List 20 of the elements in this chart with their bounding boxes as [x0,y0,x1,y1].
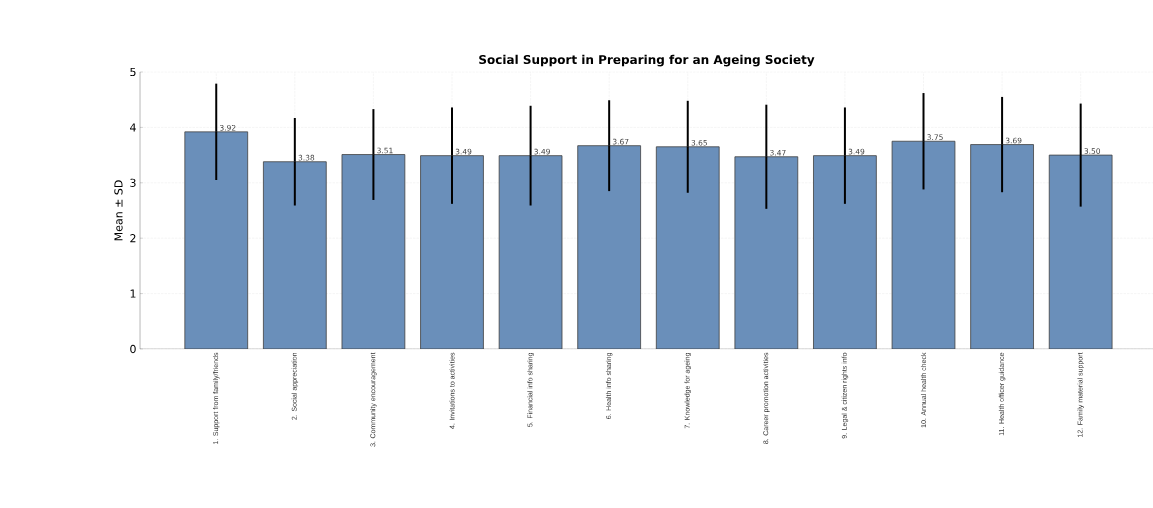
bar [655,146,720,349]
y-tick-label: 3 [130,178,136,187]
bar [1048,154,1113,349]
y-tick-label: 5 [130,67,136,77]
bar [420,155,484,349]
chart-title: Social Support in Preparing for an Ageing Society [479,54,815,67]
y-axis-title: Mean ± SD [114,180,123,241]
y-tick-label: 2 [130,234,136,243]
y-tick-label: 0 [130,344,136,354]
bar [498,155,563,349]
bar [813,155,877,349]
bar [970,144,1034,349]
bar [262,161,327,349]
y-tick-label: 4 [130,123,136,132]
bar [184,131,249,349]
bar [734,156,799,349]
bar [341,154,406,349]
bar [577,145,641,349]
bar [891,140,956,349]
y-tick-label: 1 [130,289,136,298]
